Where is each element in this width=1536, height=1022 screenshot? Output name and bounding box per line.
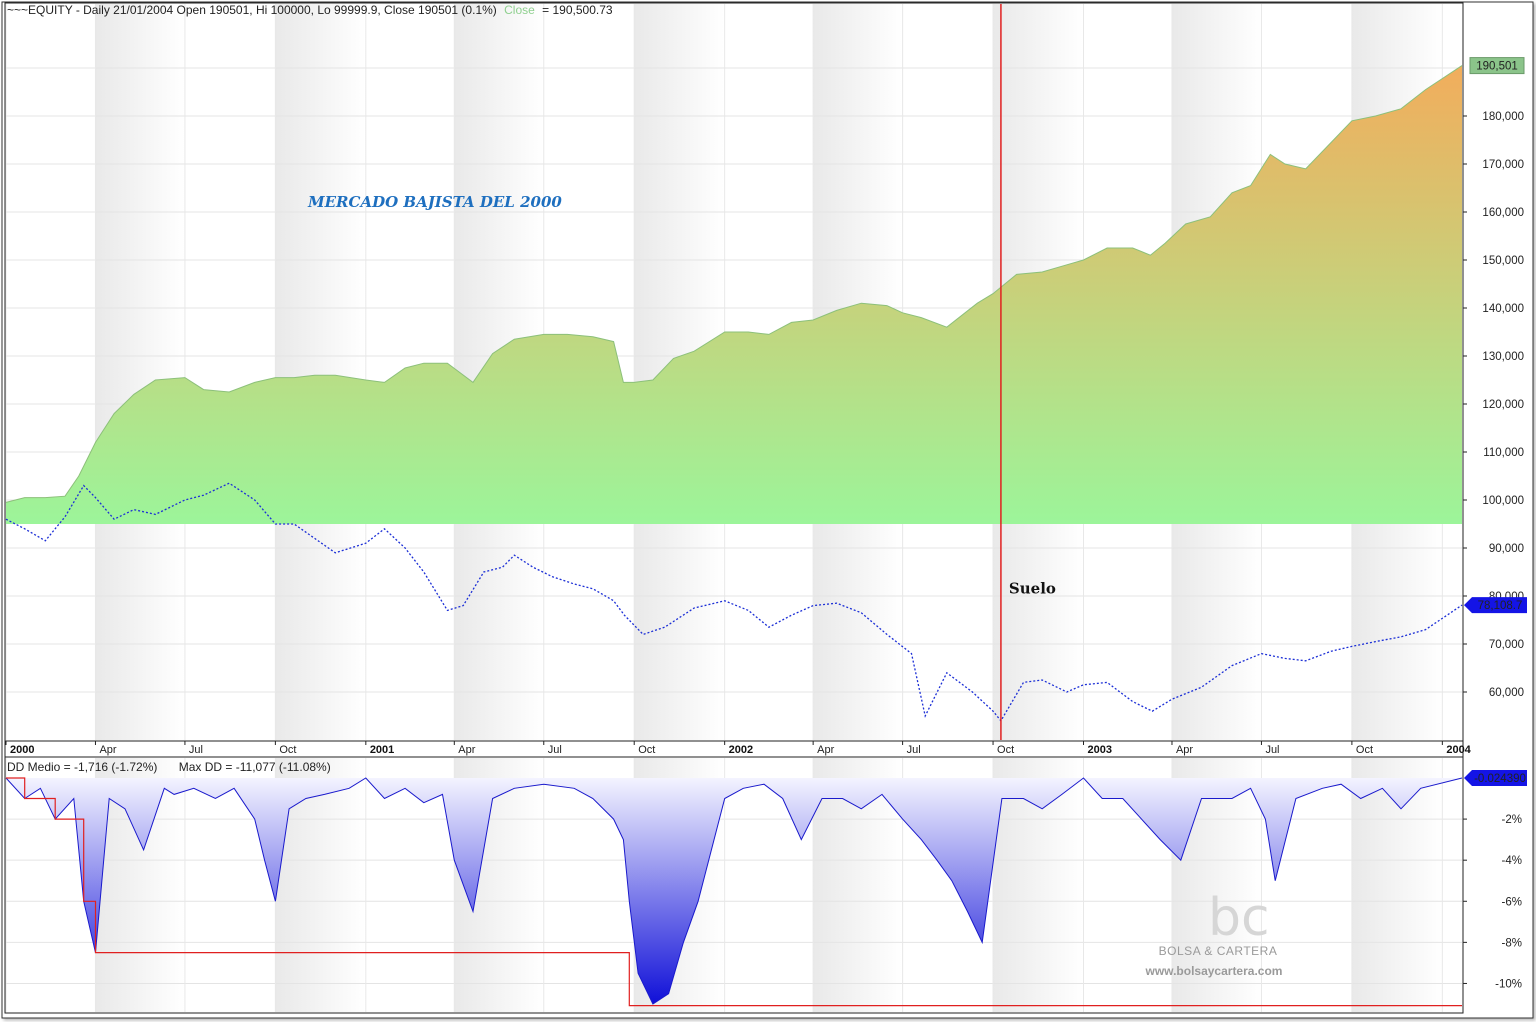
y-tick-label: 160,000 bbox=[1482, 207, 1524, 219]
x-tick-label: Jul bbox=[1265, 744, 1279, 756]
y-tick-label: -6% bbox=[1502, 896, 1522, 908]
drawdown-header: DD Medio = -1,716 (-1.72%) Max DD = -11,… bbox=[7, 760, 331, 774]
y-axis-ticks: 60,00070,00080,00090,000100,000110,00012… bbox=[1463, 111, 1524, 699]
annotation-bear-market: MERCADO BAJISTA DEL 2000 bbox=[307, 193, 562, 211]
y-tick-label: 130,000 bbox=[1482, 351, 1524, 363]
x-tick-label: Apr bbox=[458, 744, 475, 756]
grid-lines bbox=[5, 4, 1462, 740]
quarter-band bbox=[275, 4, 366, 740]
x-tick-label: Apr bbox=[99, 744, 116, 756]
x-tick-label: 2002 bbox=[729, 744, 753, 756]
equity-close-label: Close bbox=[504, 3, 535, 17]
y-tick-label: -4% bbox=[1502, 855, 1522, 867]
max-dd-text: Max DD = -11,077 (-11.08%) bbox=[179, 760, 331, 774]
y-tick-label: -2% bbox=[1502, 814, 1522, 826]
x-tick-label: Oct bbox=[638, 744, 655, 756]
watermark-name: BOLSA & CARTERA bbox=[1159, 944, 1278, 958]
drawdown-area-fill bbox=[6, 778, 1462, 1004]
y-tick-label: 150,000 bbox=[1482, 255, 1524, 267]
watermark-logo: bc bbox=[1208, 888, 1270, 948]
dd-medio-text: DD Medio = -1,716 (-1.72%) bbox=[7, 760, 157, 774]
y-axis-ticks-lower: -2% -4% -6% -8% -10% bbox=[1463, 814, 1522, 990]
y-tick-label: -8% bbox=[1502, 937, 1522, 949]
y-tick-label: 100,000 bbox=[1482, 495, 1524, 507]
x-tick-label: 2001 bbox=[370, 744, 394, 756]
quarter-band bbox=[95, 4, 185, 740]
y-tick-label: -10% bbox=[1495, 978, 1522, 990]
equity-panel: MERCADO BAJISTA DEL 2000 Suelo 60,000 70,0… bbox=[4, 2, 1527, 742]
equity-close-value: = 190,500.73 bbox=[542, 3, 613, 17]
y-tick-label: 170,000 bbox=[1482, 159, 1524, 171]
y-tick-label: 70,000 bbox=[1489, 639, 1524, 651]
drawdown-last-label: -0.024390 bbox=[1464, 770, 1527, 786]
x-axis-ticks: 2000 Apr Jul Oct 2001 Apr Jul Oct 2002 Apr Jul Oct 2… bbox=[5, 741, 1472, 756]
x-tick-label: Jul bbox=[189, 744, 203, 756]
equity-line bbox=[5, 65, 1463, 503]
x-tick-label: 2000 bbox=[10, 744, 34, 756]
benchmark-last-value: 78,108.7 bbox=[1478, 600, 1523, 612]
y-tick-label: 90,000 bbox=[1489, 543, 1524, 555]
x-axis: 2000 Apr Jul Oct 2001 Apr Jul Oct 2002 Apr Jul Oct 2… bbox=[4, 740, 1472, 758]
drawdown-last-value-box bbox=[1464, 770, 1527, 786]
x-tick-label: Jul bbox=[907, 744, 921, 756]
equity-header: ~~~EQUITY - Daily 21/01/2004 Open 190501… bbox=[7, 3, 613, 17]
y-tick-label: 60,000 bbox=[1489, 687, 1524, 699]
x-tick-label: Oct bbox=[279, 744, 296, 756]
y-tick-label: 180,000 bbox=[1482, 111, 1524, 123]
y-tick-label: 140,000 bbox=[1482, 303, 1524, 315]
drawdown-last-value: -0.024390 bbox=[1474, 773, 1526, 785]
equity-last-value-box bbox=[1469, 57, 1525, 75]
y-tick-label: 110,000 bbox=[1483, 447, 1524, 459]
drawdown-panel: bc BOLSA & CARTERA www.bolsaycartera.com… bbox=[4, 756, 1527, 1014]
x-tick-label: Oct bbox=[997, 744, 1014, 756]
x-tick-label: Apr bbox=[817, 744, 834, 756]
annotations: MERCADO BAJISTA DEL 2000 Suelo bbox=[307, 193, 1056, 597]
max-drawdown-step-line bbox=[6, 777, 1462, 1007]
equity-area bbox=[5, 65, 1463, 524]
benchmark-last-value-box bbox=[1464, 597, 1527, 614]
x-tick-label: 2003 bbox=[1087, 744, 1111, 756]
y-tick-label: 120,000 bbox=[1482, 399, 1524, 411]
x-tick-label: Oct bbox=[1356, 744, 1373, 756]
x-tick-label: 2004 bbox=[1446, 744, 1471, 756]
drawdown-line bbox=[5, 777, 1463, 1005]
equity-last-value: 190,501 bbox=[1476, 61, 1518, 73]
lower-panel-border bbox=[4, 756, 1464, 1014]
max-drawdown-line bbox=[6, 777, 1462, 1007]
x-tick-label: Jul bbox=[548, 744, 562, 756]
drawdown-area bbox=[5, 777, 1463, 1005]
annotation-suelo: Suelo bbox=[1009, 580, 1056, 598]
watermark-url: www.bolsaycartera.com bbox=[1145, 964, 1283, 978]
x-tick-label: Apr bbox=[1176, 744, 1193, 756]
last-value-labels: 190,501 78,108.7 bbox=[1464, 57, 1527, 614]
watermark: bc BOLSA & CARTERA www.bolsaycartera.com bbox=[1145, 888, 1283, 978]
equity-area-fill bbox=[6, 65, 1462, 524]
equity-header-text: ~~~EQUITY - Daily 21/01/2004 Open 190501… bbox=[7, 3, 497, 17]
